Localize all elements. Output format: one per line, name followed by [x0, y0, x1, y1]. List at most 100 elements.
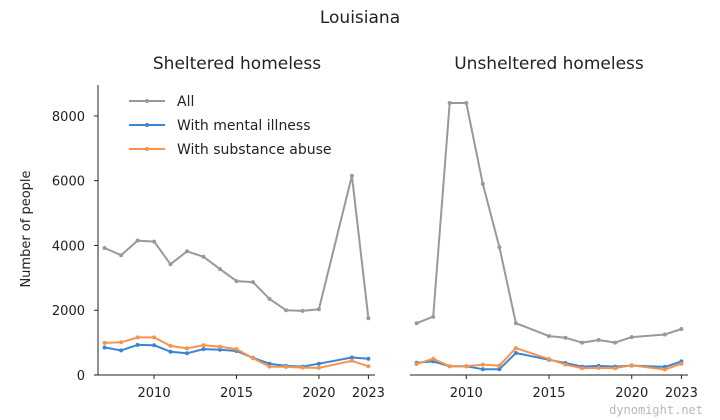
data-point-with-mental-illness: [218, 347, 222, 352]
chart-title: Louisiana: [320, 8, 400, 28]
data-point-with-substance-abuse: [316, 365, 321, 370]
data-point-all: [366, 316, 371, 321]
data-point-with-substance-abuse: [251, 356, 255, 361]
legend: All With mental illness With substance abu…: [129, 94, 332, 158]
x-tick-label: 2015: [532, 386, 565, 401]
data-point-with-mental-illness: [201, 347, 206, 352]
data-point-all: [185, 249, 189, 254]
legend-marker-with-substance-abuse: [145, 147, 149, 151]
data-point-with-substance-abuse: [679, 361, 684, 366]
data-point-all: [563, 335, 568, 340]
series-line-all: [416, 102, 682, 344]
x-tick-label: 2023: [665, 386, 698, 401]
data-point-with-mental-illness: [185, 351, 189, 356]
data-point-with-substance-abuse: [218, 344, 222, 349]
data-point-all: [547, 334, 551, 339]
data-point-all: [135, 238, 140, 243]
data-point-all: [119, 253, 124, 258]
legend-label-all: All: [177, 94, 194, 110]
data-point-all: [497, 245, 502, 250]
data-point-with-mental-illness: [119, 348, 124, 353]
data-point-with-substance-abuse: [662, 367, 667, 372]
data-point-all: [513, 321, 518, 326]
data-point-with-mental-illness: [480, 367, 485, 372]
x-tick-label: 2023: [352, 386, 385, 401]
data-point-with-substance-abuse: [201, 343, 206, 348]
legend-label-with-substance-abuse: With substance abuse: [177, 142, 332, 158]
data-point-all: [201, 254, 206, 259]
data-point-all: [679, 327, 684, 331]
data-point-with-mental-illness: [267, 361, 272, 366]
x-tick-label: 2020: [302, 386, 335, 401]
data-point-with-substance-abuse: [547, 357, 551, 362]
data-point-with-substance-abuse: [447, 364, 452, 369]
data-point-all: [267, 296, 272, 301]
data-point-with-substance-abuse: [629, 363, 634, 368]
data-point-all: [251, 280, 255, 285]
legend-label-with-mental-illness: With mental illness: [177, 118, 311, 134]
data-point-all: [613, 340, 618, 345]
data-point-with-mental-illness: [135, 342, 140, 347]
data-point-all: [300, 308, 305, 313]
data-point-with-substance-abuse: [613, 366, 618, 371]
data-point-with-mental-illness: [152, 343, 157, 348]
data-point-with-substance-abuse: [267, 364, 272, 369]
series-line-with-mental-illness: [104, 343, 369, 368]
y-tick-label: 2000: [52, 304, 85, 319]
data-point-with-substance-abuse: [284, 364, 288, 369]
data-point-with-mental-illness: [168, 349, 173, 354]
panel-title-sheltered: Sheltered homeless: [153, 54, 321, 74]
data-point-with-substance-abuse: [300, 365, 305, 370]
data-point-with-mental-illness: [366, 356, 371, 361]
data-point-with-substance-abuse: [234, 347, 239, 352]
data-point-all: [447, 101, 452, 105]
panel-title-unsheltered: Unsheltered homeless: [454, 54, 644, 74]
data-point-all: [349, 173, 354, 178]
data-point-with-substance-abuse: [596, 365, 601, 370]
data-point-with-substance-abuse: [563, 362, 568, 367]
data-point-with-substance-abuse: [152, 335, 157, 340]
y-axis-label: Number of people: [19, 170, 34, 287]
data-point-with-substance-abuse: [480, 362, 485, 367]
legend-marker-all: [145, 99, 149, 103]
y-tick-label: 6000: [52, 175, 85, 190]
panel-unsheltered: 2010 2015 2020 2023: [410, 101, 698, 401]
data-point-with-substance-abuse: [497, 363, 502, 368]
data-point-all: [480, 181, 485, 186]
data-point-with-substance-abuse: [102, 340, 107, 345]
x-tick-label: 2015: [220, 386, 253, 401]
y-tick-label: 4000: [52, 239, 85, 254]
data-point-all: [234, 279, 239, 284]
legend-marker-with-mental-illness: [145, 123, 149, 127]
data-point-with-substance-abuse: [580, 366, 585, 371]
x-tick-label: 2010: [138, 386, 171, 401]
data-point-all: [431, 314, 436, 319]
data-point-with-substance-abuse: [168, 343, 173, 348]
data-point-with-mental-illness: [349, 355, 354, 360]
x-tick-label: 2010: [450, 386, 483, 401]
data-point-with-substance-abuse: [185, 346, 189, 351]
x-tick-label: 2020: [615, 386, 648, 401]
data-point-all: [580, 340, 585, 345]
y-tick-label: 8000: [52, 110, 85, 125]
data-point-all: [414, 321, 419, 326]
y-tick-label: 0: [77, 369, 85, 384]
data-point-all: [168, 262, 173, 267]
data-point-all: [662, 332, 667, 337]
series-line-with-substance-abuse: [104, 336, 369, 369]
data-point-all: [218, 267, 222, 272]
data-point-all: [629, 335, 634, 340]
data-point-all: [596, 338, 601, 342]
data-point-with-mental-illness: [497, 367, 502, 372]
data-point-with-substance-abuse: [135, 335, 140, 340]
series-line-all: [104, 174, 370, 319]
data-point-all: [102, 246, 107, 250]
data-point-all: [316, 307, 321, 312]
data-point-with-substance-abuse: [366, 364, 371, 369]
watermark: dynomight.net: [609, 403, 703, 417]
data-point-with-substance-abuse: [349, 358, 354, 363]
data-point-with-substance-abuse: [464, 364, 469, 369]
panel-sheltered: 2010 2015 2020 2023 0 2000 4000 6000 8000: [52, 85, 385, 401]
data-point-with-substance-abuse: [119, 340, 124, 345]
